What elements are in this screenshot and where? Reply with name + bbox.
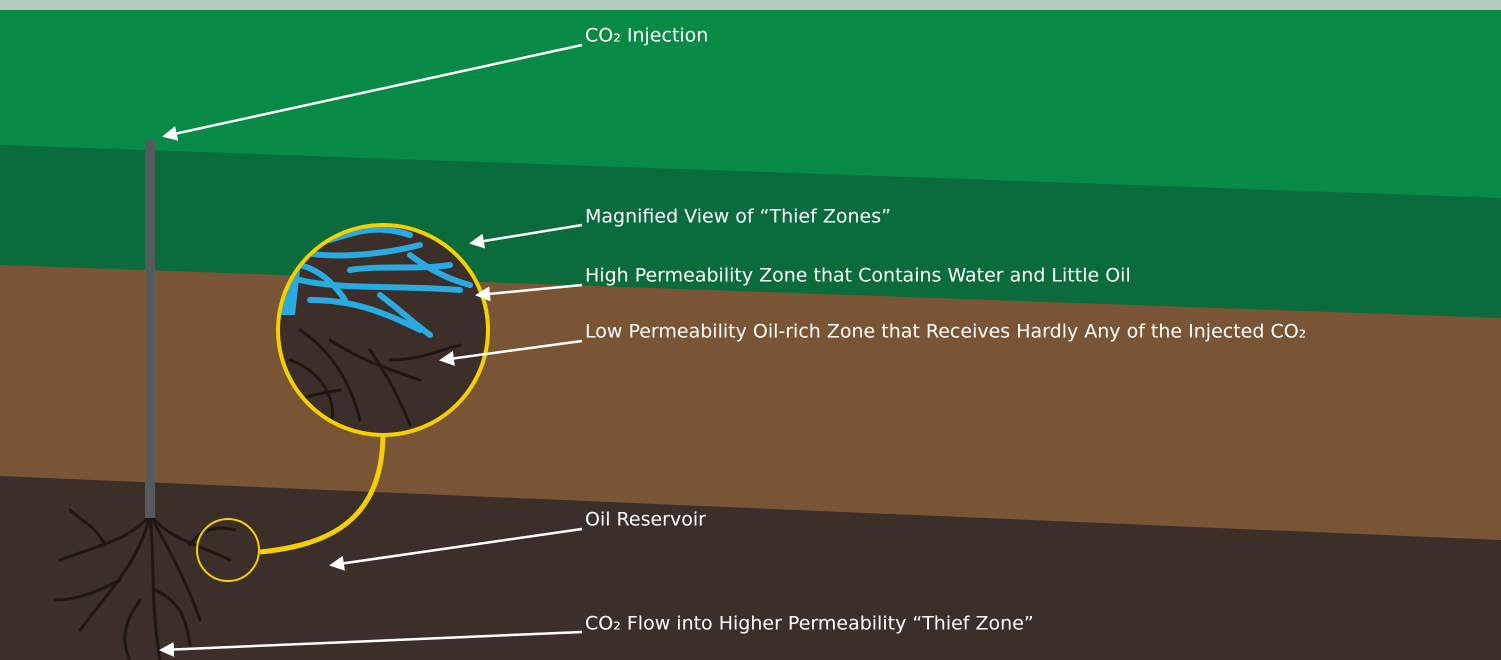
page: CO₂ Injection Magnified View of “Thief Z… [0,0,1501,660]
top-strip [0,0,1501,10]
label: Magnified View of “Thief Zones” [585,206,891,228]
label: Low Permeability Oil-rich Zone that Rece… [585,321,1306,343]
label: High Permeability Zone that Contains Wat… [585,265,1131,287]
magnified-view [280,227,486,433]
label: CO₂ Injection [585,25,708,47]
label: Oil Reservoir [585,509,706,531]
label: CO₂ Flow into Higher Permeability “Thief… [585,613,1034,635]
diagram: CO₂ Injection Magnified View of “Thief Z… [0,0,1501,660]
injection-well [145,140,155,518]
